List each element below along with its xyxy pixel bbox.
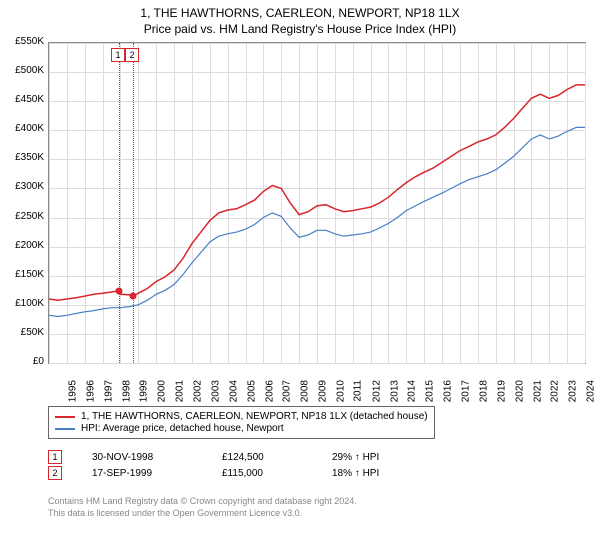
x-axis-label: 2016 xyxy=(442,380,453,402)
x-axis-label: 2017 xyxy=(460,380,471,402)
x-axis-label: 2022 xyxy=(550,380,561,402)
x-axis-label: 2019 xyxy=(496,380,507,402)
x-axis-label: 2007 xyxy=(282,380,293,402)
chart-container: 1, THE HAWTHORNS, CAERLEON, NEWPORT, NP1… xyxy=(0,0,600,560)
x-axis-label: 1996 xyxy=(85,380,96,402)
sale-marker-box: 1 xyxy=(111,48,125,62)
x-axis-label: 1998 xyxy=(121,380,132,402)
legend-label-blue: HPI: Average price, detached house, Newp… xyxy=(81,423,284,434)
sale-dot xyxy=(116,287,123,294)
x-axis-label: 2009 xyxy=(317,380,328,402)
x-axis-label: 1997 xyxy=(103,380,114,402)
y-axis-label: £200K xyxy=(4,240,44,251)
x-axis-label: 1999 xyxy=(139,380,150,402)
legend-label-red: 1, THE HAWTHORNS, CAERLEON, NEWPORT, NP1… xyxy=(81,411,428,422)
plot-area xyxy=(48,42,586,364)
x-axis-label: 2005 xyxy=(246,380,257,402)
y-axis-label: £300K xyxy=(4,181,44,192)
sales-row-delta: 18% ↑ HPI xyxy=(332,468,412,479)
x-axis-label: 2004 xyxy=(228,380,239,402)
chart-title: 1, THE HAWTHORNS, CAERLEON, NEWPORT, NP1… xyxy=(0,0,600,37)
x-axis-label: 2018 xyxy=(478,380,489,402)
legend-row-blue: HPI: Average price, detached house, Newp… xyxy=(55,423,428,434)
x-axis-label: 2008 xyxy=(300,380,311,402)
sale-dot xyxy=(130,293,137,300)
sales-row-price: £124,500 xyxy=(222,452,302,463)
footnote-line2: This data is licensed under the Open Gov… xyxy=(48,508,357,520)
title-line1: 1, THE HAWTHORNS, CAERLEON, NEWPORT, NP1… xyxy=(0,6,600,22)
x-axis-label: 2013 xyxy=(389,380,400,402)
x-axis-label: 2010 xyxy=(335,380,346,402)
y-axis-label: £250K xyxy=(4,211,44,222)
x-axis-label: 2024 xyxy=(585,380,596,402)
series-red-line xyxy=(49,43,585,363)
y-axis-label: £150K xyxy=(4,269,44,280)
x-axis-label: 2002 xyxy=(192,380,203,402)
x-axis-label: 2000 xyxy=(157,380,168,402)
sales-row: 2 17-SEP-1999 £115,000 18% ↑ HPI xyxy=(48,466,412,480)
y-axis-label: £50K xyxy=(4,327,44,338)
y-axis-label: £400K xyxy=(4,123,44,134)
sales-table: 1 30-NOV-1998 £124,500 29% ↑ HPI 2 17-SEP-199… xyxy=(48,448,412,482)
sale-vline xyxy=(133,43,134,363)
footnote-line1: Contains HM Land Registry data © Crown c… xyxy=(48,496,357,508)
x-axis-label: 2014 xyxy=(407,380,418,402)
footnote: Contains HM Land Registry data © Crown c… xyxy=(48,496,357,519)
sale-marker-box: 2 xyxy=(125,48,139,62)
x-axis-label: 2021 xyxy=(532,380,543,402)
sales-row-num: 1 xyxy=(48,450,62,464)
x-axis-label: 2023 xyxy=(568,380,579,402)
y-axis-label: £350K xyxy=(4,152,44,163)
title-line2: Price paid vs. HM Land Registry's House … xyxy=(0,22,600,38)
sales-row-date: 17-SEP-1999 xyxy=(92,468,192,479)
gridline-h xyxy=(49,363,585,364)
x-axis-label: 2020 xyxy=(514,380,525,402)
sales-row-price: £115,000 xyxy=(222,468,302,479)
y-axis-label: £550K xyxy=(4,36,44,47)
legend-swatch-red xyxy=(55,416,75,418)
x-axis-label: 2012 xyxy=(371,380,382,402)
x-axis-label: 2003 xyxy=(210,380,221,402)
legend-box: 1, THE HAWTHORNS, CAERLEON, NEWPORT, NP1… xyxy=(48,406,435,439)
sales-row-delta: 29% ↑ HPI xyxy=(332,452,412,463)
y-axis-label: £450K xyxy=(4,94,44,105)
sales-row-num: 2 xyxy=(48,466,62,480)
x-axis-label: 2015 xyxy=(425,380,436,402)
gridline-v xyxy=(585,43,586,363)
x-axis-label: 1995 xyxy=(67,380,78,402)
x-axis-label: 2001 xyxy=(174,380,185,402)
y-axis-label: £100K xyxy=(4,298,44,309)
x-axis-label: 2006 xyxy=(264,380,275,402)
sale-vline xyxy=(119,43,120,363)
legend-row-red: 1, THE HAWTHORNS, CAERLEON, NEWPORT, NP1… xyxy=(55,411,428,422)
sales-row-date: 30-NOV-1998 xyxy=(92,452,192,463)
x-axis-label: 2011 xyxy=(352,380,363,402)
sales-row: 1 30-NOV-1998 £124,500 29% ↑ HPI xyxy=(48,450,412,464)
y-axis-label: £500K xyxy=(4,65,44,76)
legend-swatch-blue xyxy=(55,428,75,430)
y-axis-label: £0 xyxy=(4,356,44,367)
